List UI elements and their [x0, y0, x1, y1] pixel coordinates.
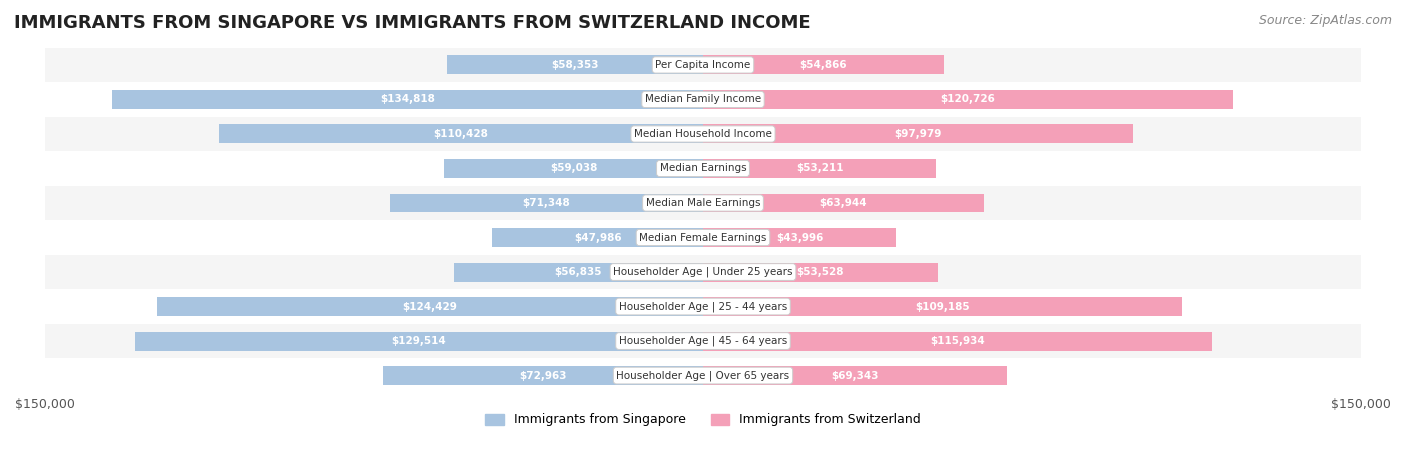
Bar [454, 262, 703, 282]
Text: Householder Age | Under 25 years: Householder Age | Under 25 years [613, 267, 793, 277]
Text: $72,963: $72,963 [519, 371, 567, 381]
Text: $47,986: $47,986 [574, 233, 621, 242]
Bar [703, 228, 896, 247]
Text: Householder Age | Over 65 years: Householder Age | Over 65 years [616, 370, 790, 381]
Bar [703, 90, 1233, 109]
Bar [111, 90, 703, 109]
Bar [45, 220, 1361, 255]
Bar [157, 297, 703, 316]
Text: $129,514: $129,514 [391, 336, 446, 346]
Bar [703, 56, 943, 74]
Text: Median Family Income: Median Family Income [645, 94, 761, 105]
Text: $58,353: $58,353 [551, 60, 599, 70]
Bar [703, 262, 938, 282]
Bar [389, 193, 703, 212]
Bar [492, 228, 703, 247]
Bar [45, 186, 1361, 220]
Text: Median Male Earnings: Median Male Earnings [645, 198, 761, 208]
Text: Source: ZipAtlas.com: Source: ZipAtlas.com [1258, 14, 1392, 27]
Bar [45, 48, 1361, 82]
Bar [382, 366, 703, 385]
Text: $53,211: $53,211 [796, 163, 844, 173]
Text: $134,818: $134,818 [380, 94, 434, 105]
Text: $110,428: $110,428 [433, 129, 488, 139]
Bar [444, 159, 703, 178]
Bar [45, 117, 1361, 151]
Text: Median Household Income: Median Household Income [634, 129, 772, 139]
Text: $120,726: $120,726 [941, 94, 995, 105]
Text: $59,038: $59,038 [550, 163, 598, 173]
Text: Median Female Earnings: Median Female Earnings [640, 233, 766, 242]
Text: $43,996: $43,996 [776, 233, 823, 242]
Text: Median Earnings: Median Earnings [659, 163, 747, 173]
Text: $56,835: $56,835 [554, 267, 602, 277]
Bar [45, 324, 1361, 358]
Text: $115,934: $115,934 [929, 336, 984, 346]
Bar [703, 193, 984, 212]
Text: $109,185: $109,185 [915, 302, 970, 311]
Bar [45, 151, 1361, 186]
Text: $124,429: $124,429 [402, 302, 457, 311]
Bar [447, 56, 703, 74]
Bar [45, 82, 1361, 117]
Bar [45, 255, 1361, 289]
Text: $54,866: $54,866 [800, 60, 848, 70]
Text: $71,348: $71,348 [523, 198, 571, 208]
Text: IMMIGRANTS FROM SINGAPORE VS IMMIGRANTS FROM SWITZERLAND INCOME: IMMIGRANTS FROM SINGAPORE VS IMMIGRANTS … [14, 14, 811, 32]
Text: Householder Age | 25 - 44 years: Householder Age | 25 - 44 years [619, 301, 787, 312]
Bar [703, 297, 1182, 316]
Text: Householder Age | 45 - 64 years: Householder Age | 45 - 64 years [619, 336, 787, 347]
Text: Per Capita Income: Per Capita Income [655, 60, 751, 70]
Bar [703, 125, 1133, 143]
Bar [703, 366, 1007, 385]
Text: $69,343: $69,343 [831, 371, 879, 381]
Legend: Immigrants from Singapore, Immigrants from Switzerland: Immigrants from Singapore, Immigrants fr… [479, 409, 927, 432]
Bar [218, 125, 703, 143]
Bar [703, 332, 1212, 351]
Text: $97,979: $97,979 [894, 129, 942, 139]
Text: $53,528: $53,528 [797, 267, 844, 277]
Text: $63,944: $63,944 [820, 198, 868, 208]
Bar [135, 332, 703, 351]
Bar [703, 159, 936, 178]
Bar [45, 358, 1361, 393]
Bar [45, 289, 1361, 324]
